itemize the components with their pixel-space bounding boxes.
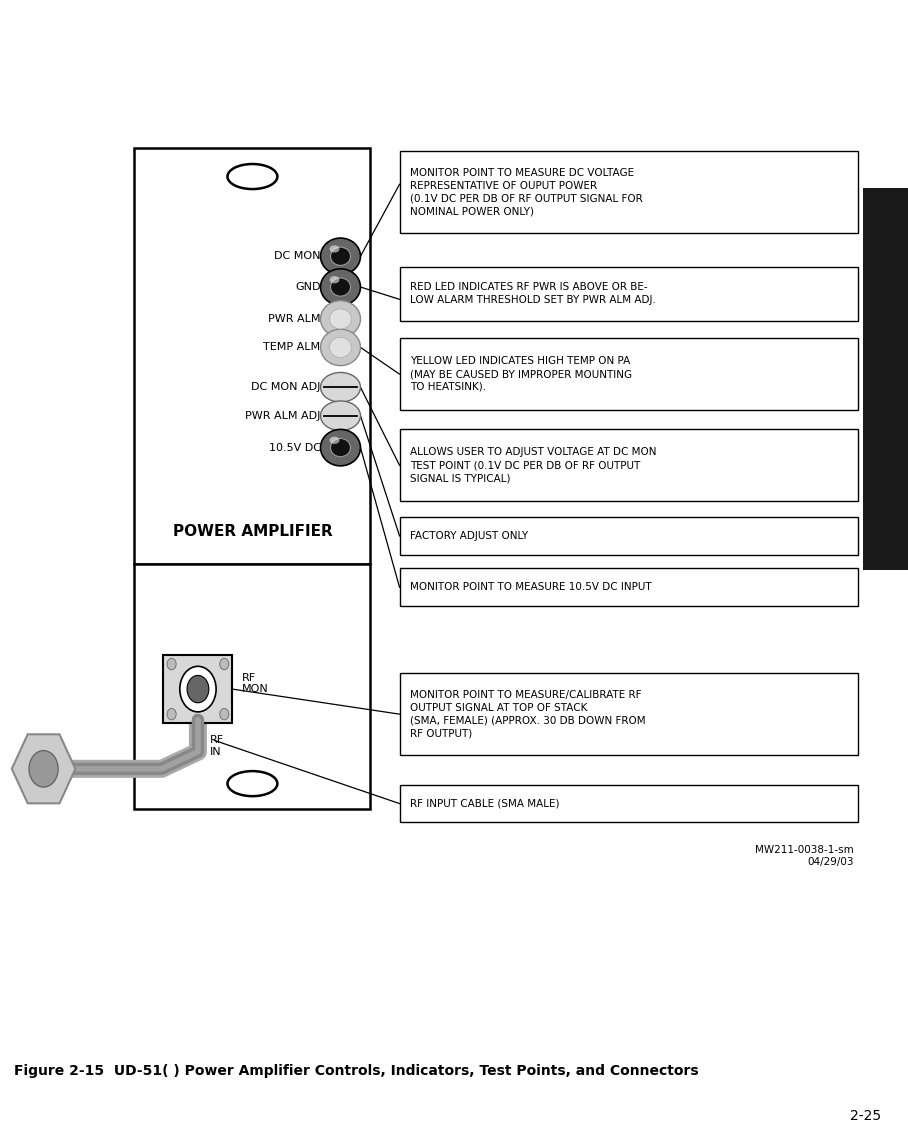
FancyBboxPatch shape xyxy=(400,267,858,321)
Text: YELLOW LED INDICATES HIGH TEMP ON PA
(MAY BE CAUSED BY IMPROPER MOUNTING
TO HEAT: YELLOW LED INDICATES HIGH TEMP ON PA (MA… xyxy=(410,357,633,392)
FancyBboxPatch shape xyxy=(400,517,858,555)
Bar xyxy=(134,148,370,564)
Ellipse shape xyxy=(321,429,360,466)
Ellipse shape xyxy=(331,278,350,296)
Bar xyxy=(163,655,232,723)
Ellipse shape xyxy=(330,309,351,329)
Text: MONITOR POINT TO MEASURE DC VOLTAGE
REPRESENTATIVE OF OUPUT POWER
(0.1V DC PER D: MONITOR POINT TO MEASURE DC VOLTAGE REPR… xyxy=(410,169,643,216)
Ellipse shape xyxy=(331,439,350,457)
Text: POWER AMPLIFIER: POWER AMPLIFIER xyxy=(173,524,332,540)
Text: DC MON: DC MON xyxy=(274,252,321,261)
Text: 10.5V DC: 10.5V DC xyxy=(269,443,321,452)
Circle shape xyxy=(180,666,216,712)
Text: MONITOR POINT TO MEASURE/CALIBRATE RF
OUTPUT SIGNAL AT TOP OF STACK
(SMA, FEMALE: MONITOR POINT TO MEASURE/CALIBRATE RF OU… xyxy=(410,690,646,738)
Text: 2-25: 2-25 xyxy=(850,1109,881,1123)
Ellipse shape xyxy=(321,329,360,366)
Ellipse shape xyxy=(321,238,360,274)
Ellipse shape xyxy=(321,372,360,402)
Text: ALLOWS USER TO ADJUST VOLTAGE AT DC MON
TEST POINT (0.1V DC PER DB OF RF OUTPUT
: ALLOWS USER TO ADJUST VOLTAGE AT DC MON … xyxy=(410,448,656,483)
Text: FACTORY ADJUST ONLY: FACTORY ADJUST ONLY xyxy=(410,531,528,541)
Ellipse shape xyxy=(227,771,278,796)
Ellipse shape xyxy=(330,245,340,253)
FancyBboxPatch shape xyxy=(400,338,858,410)
Ellipse shape xyxy=(321,401,360,431)
FancyBboxPatch shape xyxy=(400,785,858,822)
Ellipse shape xyxy=(330,337,351,358)
Bar xyxy=(134,564,370,809)
Ellipse shape xyxy=(331,247,350,265)
Text: MW211-0038-1-sm
04/29/03: MW211-0038-1-sm 04/29/03 xyxy=(755,845,854,867)
Text: RED LED INDICATES RF PWR IS ABOVE OR BE-
LOW ALARM THRESHOLD SET BY PWR ALM ADJ.: RED LED INDICATES RF PWR IS ABOVE OR BE-… xyxy=(410,282,656,305)
Ellipse shape xyxy=(321,301,360,337)
Ellipse shape xyxy=(330,276,340,284)
Ellipse shape xyxy=(330,436,340,444)
Circle shape xyxy=(29,751,58,787)
Text: MONITOR POINT TO MEASURE 10.5V DC INPUT: MONITOR POINT TO MEASURE 10.5V DC INPUT xyxy=(410,582,652,592)
FancyBboxPatch shape xyxy=(400,568,858,606)
Text: RF
IN: RF IN xyxy=(210,736,224,756)
FancyBboxPatch shape xyxy=(400,429,858,501)
Bar xyxy=(863,188,908,570)
Circle shape xyxy=(220,708,229,720)
Circle shape xyxy=(187,675,209,703)
Text: RF
MON: RF MON xyxy=(242,673,268,694)
Text: PWR ALM ADJ: PWR ALM ADJ xyxy=(245,411,321,420)
Ellipse shape xyxy=(321,269,360,305)
Circle shape xyxy=(167,708,176,720)
FancyBboxPatch shape xyxy=(400,673,858,755)
Text: PWR ALM: PWR ALM xyxy=(268,314,321,323)
Text: TEMP ALM: TEMP ALM xyxy=(263,343,321,352)
Circle shape xyxy=(167,658,176,670)
Text: RF INPUT CABLE (SMA MALE): RF INPUT CABLE (SMA MALE) xyxy=(410,798,560,809)
Text: DC MON ADJ: DC MON ADJ xyxy=(252,383,321,392)
Ellipse shape xyxy=(227,164,278,189)
Text: GND: GND xyxy=(295,282,321,292)
FancyBboxPatch shape xyxy=(400,151,858,233)
Text: Figure 2-15  UD-51( ) Power Amplifier Controls, Indicators, Test Points, and Con: Figure 2-15 UD-51( ) Power Amplifier Con… xyxy=(14,1064,698,1077)
Circle shape xyxy=(220,658,229,670)
